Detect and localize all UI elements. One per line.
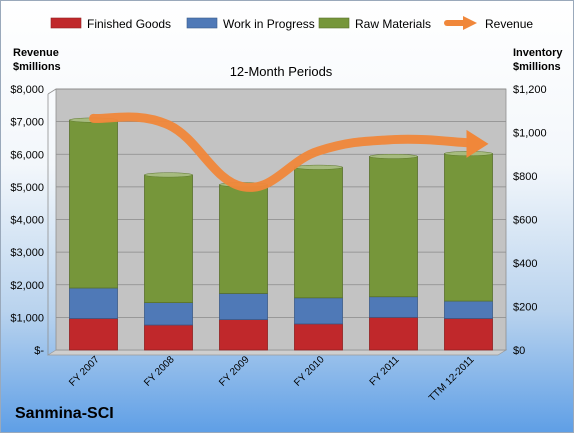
bar-work-in-progress	[144, 302, 193, 326]
x-tick-label: TTM 12-2011	[427, 354, 477, 404]
bar-raw-materials	[294, 166, 343, 299]
bar-raw-materials	[444, 153, 493, 302]
right-tick-label: $1,000	[513, 128, 547, 140]
legend-swatch-raw-materials	[318, 17, 350, 29]
legend-label: Work in Progress	[223, 17, 315, 31]
right-axis-title-line2: $millions	[513, 61, 561, 73]
bar-finished-goods	[69, 318, 118, 351]
left-tick-label: $4,000	[10, 215, 44, 227]
bar-work-in-progress	[369, 296, 418, 318]
bar-work-in-progress	[219, 293, 268, 320]
bar-top-cap	[369, 153, 418, 159]
right-tick-label: $600	[513, 215, 537, 227]
left-tick-label: $7,000	[10, 117, 44, 129]
right-axis-title: Inventory $millions	[513, 46, 563, 74]
plot-floor	[46, 349, 508, 356]
right-tick-label: $800	[513, 171, 537, 183]
x-tick-label: FY 2008	[142, 354, 177, 389]
left-axis-title-line1: Revenue	[13, 47, 59, 59]
right-tick-label: $1,200	[513, 84, 547, 96]
legend-swatch-finished-goods	[50, 17, 82, 29]
left-tick-label: $3,000	[10, 247, 44, 259]
chart-title: 12-Month Periods	[230, 64, 333, 79]
bar-raw-materials	[69, 119, 118, 289]
bar-work-in-progress	[294, 297, 343, 325]
x-tick-label: FY 2009	[217, 354, 252, 389]
left-tick-label: $5,000	[10, 182, 44, 194]
bar-finished-goods	[294, 323, 343, 351]
left-tick-label: $1,000	[10, 312, 44, 324]
company-name: Sanmina-SCI	[15, 405, 114, 422]
plot-side-top	[47, 88, 57, 95]
x-tick-label: FY 2007	[67, 354, 102, 389]
revenue-line-arrowhead	[466, 129, 489, 158]
bar-finished-goods	[444, 318, 493, 351]
bar-finished-goods	[369, 316, 418, 351]
x-tick-label: FY 2010	[292, 354, 327, 389]
left-axis-title-line2: $millions	[13, 61, 61, 73]
bar-work-in-progress	[444, 300, 493, 319]
right-tick-label: $200	[513, 302, 537, 314]
bar-work-in-progress	[69, 287, 118, 319]
bar-top-cap	[294, 164, 343, 170]
left-axis-title: Revenue $millions	[13, 46, 61, 74]
legend-label: Finished Goods	[87, 17, 171, 31]
legend-label: Raw Materials	[355, 17, 431, 31]
legend-label: Revenue	[485, 17, 533, 31]
left-tick-label: $6,000	[10, 149, 44, 161]
revenue-line	[89, 112, 473, 192]
legend-swatch-revenue-arrowhead	[463, 16, 477, 30]
left-tick-label: $8,000	[10, 84, 44, 96]
left-tick-label: $2,000	[10, 280, 44, 292]
right-tick-label: $0	[513, 345, 525, 357]
right-axis-title-line1: Inventory	[513, 47, 563, 59]
bar-raw-materials	[219, 184, 268, 294]
bar-finished-goods	[144, 324, 193, 351]
x-tick-label: FY 2011	[368, 354, 402, 388]
right-tick-label: $400	[513, 258, 537, 270]
bar-raw-materials	[144, 174, 193, 303]
legend-swatch-work-in-progress	[186, 17, 218, 29]
bar-top-cap	[144, 172, 193, 178]
bar-raw-materials	[369, 156, 418, 298]
left-tick-label: $-	[34, 345, 44, 357]
bar-finished-goods	[219, 319, 268, 351]
